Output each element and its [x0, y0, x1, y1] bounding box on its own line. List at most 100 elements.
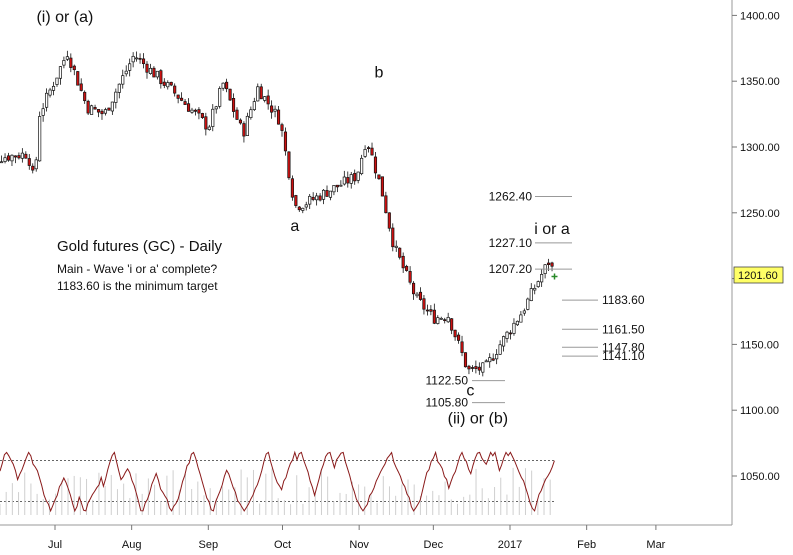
candle-up	[360, 157, 364, 175]
candle-up	[110, 101, 114, 112]
candle-down	[176, 94, 180, 99]
chart-title: Gold futures (GC) - Daily	[57, 238, 223, 255]
candle-up	[190, 109, 194, 113]
candle-up	[103, 109, 108, 114]
candle-up	[207, 126, 211, 130]
candle-up	[436, 317, 440, 324]
info-note-line-1: Main - Wave 'i or a' complete?	[57, 262, 218, 276]
oscillator-line	[0, 450, 555, 513]
candle-up	[0, 161, 4, 164]
candle-down	[470, 367, 474, 369]
candle-down	[425, 309, 429, 312]
candle-down	[93, 107, 97, 110]
candle-down	[463, 352, 468, 368]
candle-up	[505, 331, 509, 339]
candle-up	[339, 184, 343, 187]
candle-up	[273, 108, 277, 112]
price-levels: 1262.40 1227.10 1207.20 1183.60 1161.50 1147.…	[426, 189, 645, 409]
candle-up	[446, 316, 450, 323]
candle-down	[429, 309, 433, 312]
candle-down	[200, 113, 204, 118]
y-tick-label: 1050.00	[740, 471, 780, 483]
candle-down	[238, 119, 243, 124]
candle-down	[31, 165, 35, 171]
candle-down	[13, 155, 17, 158]
candle-down	[69, 57, 73, 68]
y-tick-label: 1100.00	[740, 405, 779, 417]
candle-down	[380, 176, 384, 197]
candle-up	[519, 314, 523, 323]
candle-up	[90, 105, 94, 115]
last-price-tag: 1201.60	[733, 266, 784, 284]
candle-down	[283, 131, 288, 152]
candle-down	[83, 91, 87, 102]
level-label: 1105.80	[426, 396, 469, 410]
candle-down	[422, 298, 426, 310]
candle-down	[231, 98, 236, 112]
wave-label: b	[374, 64, 383, 81]
candle-down	[405, 265, 409, 271]
y-tick-label: 1250.00	[740, 208, 780, 220]
candle-down	[145, 63, 149, 73]
candle-down	[370, 147, 374, 156]
candle-up	[58, 66, 63, 79]
candle-up	[166, 82, 170, 88]
candle-down	[266, 95, 270, 105]
candle-down	[197, 109, 201, 114]
candle-up	[512, 322, 516, 334]
candle-up	[128, 63, 132, 71]
candle-up	[3, 157, 7, 162]
candle-down	[72, 65, 76, 71]
candle-down	[443, 319, 447, 321]
last-price-box	[733, 266, 784, 284]
candle-down	[86, 100, 90, 114]
candle-down	[453, 329, 457, 338]
candlestick-series	[0, 50, 558, 377]
candle-down	[474, 366, 478, 369]
candle-up	[304, 204, 308, 208]
candle-down	[242, 123, 246, 137]
info-note-line-2: 1183.60 is the minimum target	[57, 279, 218, 293]
x-tick-label: Mar	[646, 539, 665, 551]
candle-up	[481, 362, 485, 373]
candle-down	[418, 291, 423, 300]
candle-up	[10, 154, 14, 162]
candle-up	[332, 185, 336, 193]
candle-up	[536, 281, 540, 288]
candle-down	[387, 212, 391, 229]
candle-up	[328, 190, 333, 198]
candle-down	[183, 101, 187, 105]
candle-down	[294, 195, 298, 206]
candle-up	[51, 85, 56, 91]
candle-down	[450, 318, 454, 331]
candle-down	[401, 255, 405, 269]
candle-up	[131, 55, 135, 63]
candle-up	[148, 67, 153, 74]
candle-down	[457, 334, 461, 341]
oscillator-panel	[0, 450, 555, 515]
candle-up	[221, 82, 225, 89]
level-label: 1227.10	[489, 236, 533, 250]
candle-up	[515, 320, 519, 326]
candle-up	[342, 176, 346, 185]
candle-down	[384, 195, 388, 214]
candle-down	[408, 271, 412, 283]
y-tick-label: 1300.00	[740, 142, 780, 154]
level-label: 1147.80	[602, 340, 645, 354]
candle-up	[65, 56, 69, 60]
candle-down	[276, 109, 281, 125]
candle-up	[218, 88, 222, 107]
candle-down	[259, 86, 263, 100]
wave-labels: (i) or (a) a b c (ii) or (b) i or a	[36, 9, 569, 427]
x-tick-label: Aug	[122, 539, 142, 551]
candle-down	[460, 341, 464, 353]
info-box: Gold futures (GC) - Daily Main - Wave 'i…	[57, 238, 223, 293]
candle-up	[349, 174, 353, 184]
candle-up	[415, 293, 419, 297]
candle-up	[356, 171, 360, 181]
x-tick-label: Jul	[48, 539, 62, 551]
candle-up	[245, 115, 249, 136]
y-tick-label: 1350.00	[740, 76, 780, 88]
